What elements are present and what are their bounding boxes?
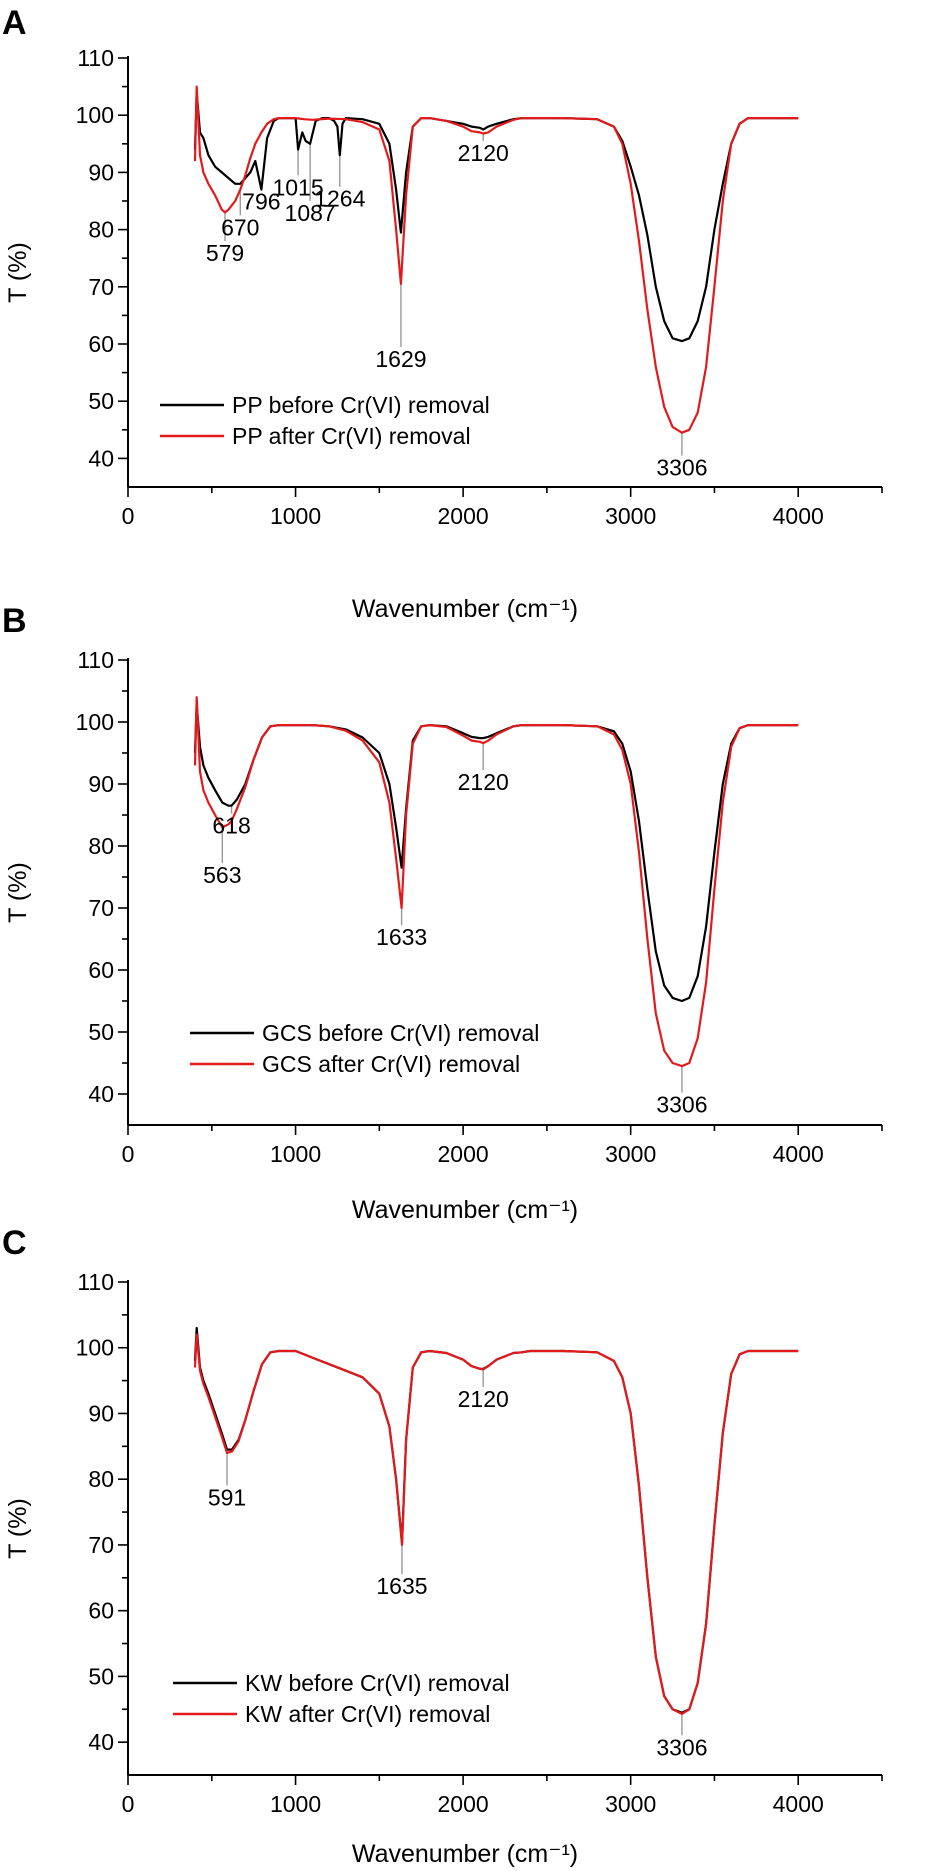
y-tick-label: 40 (88, 445, 114, 471)
x-tick-label: 0 (122, 1791, 135, 1817)
legend-label: GCS before Cr(VI) removal (262, 1020, 539, 1046)
y-tick-label: 40 (88, 1729, 114, 1755)
x-axis-title: Wavenumber (cm⁻¹) (352, 1840, 578, 1868)
y-tick-label: 100 (76, 1335, 114, 1361)
x-tick-label: 2000 (438, 1141, 489, 1167)
x-tick-label: 1000 (270, 1141, 321, 1167)
y-tick-label: 80 (88, 833, 114, 859)
y-tick-label: 70 (88, 895, 114, 921)
y-axis-title: T (%) (4, 242, 32, 303)
x-tick-label: 0 (122, 503, 135, 529)
y-tick-label: 60 (88, 1598, 114, 1624)
y-tick-label: 90 (88, 159, 114, 185)
peak-label: 2120 (458, 1386, 509, 1412)
peak-label: 3306 (656, 1092, 707, 1118)
legend-label: KW after Cr(VI) removal (245, 1701, 490, 1727)
peak-label: 563 (203, 862, 241, 888)
peak-label: 591 (208, 1484, 246, 1510)
y-tick-label: 80 (88, 217, 114, 243)
legend: GCS before Cr(VI) removal GCS after Cr(VI… (190, 1020, 539, 1077)
peak-label: 1015 (272, 174, 323, 200)
y-tick-label: 50 (88, 388, 114, 414)
peak-label: 796 (242, 189, 280, 215)
x-tick-label: 2000 (438, 1791, 489, 1817)
y-tick-label: 110 (77, 1269, 114, 1295)
y-tick-label: 60 (88, 331, 114, 357)
peak-label: 1264 (314, 186, 365, 212)
panel-c: C 40 50 60 70 80 90 100 110 0 1000 2000 3000 4000 Wave… (2, 1224, 883, 1868)
y-tick-label: 50 (88, 1019, 114, 1045)
y-axis-title: T (%) (4, 862, 32, 923)
legend: PP before Cr(VI) removal PP after Cr(VI) … (160, 392, 490, 449)
peak-label: 618 (212, 813, 250, 839)
y-tick-label: 40 (88, 1081, 114, 1107)
y-tick-label: 70 (88, 1532, 114, 1558)
series-line-after (193, 1333, 799, 1716)
legend-label: PP before Cr(VI) removal (232, 392, 490, 418)
peak-label: 3306 (656, 455, 707, 481)
panel-b: B 40 50 60 70 80 90 100 110 0 1000 2000 3000 4000 Wave… (2, 602, 883, 1224)
y-axis-title: T (%) (4, 1498, 32, 1559)
x-tick-label: 4000 (773, 1141, 824, 1167)
series-line-before (193, 91, 799, 343)
panel-a: A 40 50 60 70 80 90 100 110 0 1000 2000 3000 4000 Wave… (2, 4, 883, 623)
y-tick-label: 90 (88, 771, 114, 797)
legend-label: PP after Cr(VI) removal (232, 423, 471, 449)
peak-label: 670 (221, 214, 259, 240)
y-tick-label: 110 (77, 45, 114, 71)
peak-label: 1635 (376, 1573, 427, 1599)
y-tick-label: 100 (76, 102, 114, 128)
y-tick-label: 80 (88, 1466, 114, 1492)
x-tick-label: 3000 (605, 1791, 656, 1817)
x-tick-label: 3000 (605, 503, 656, 529)
x-axis-title: Wavenumber (cm⁻¹) (352, 1196, 578, 1224)
peak-label: 1087 (285, 200, 336, 226)
y-tick-label: 110 (77, 647, 114, 673)
x-tick-label: 2000 (438, 503, 489, 529)
peak-label: 3306 (656, 1734, 707, 1760)
x-axis-title: Wavenumber (cm⁻¹) (352, 595, 578, 623)
x-tick-label: 1000 (270, 1791, 321, 1817)
panel-label: A (2, 4, 27, 42)
legend-label: KW before Cr(VI) removal (245, 1670, 510, 1696)
x-tick-label: 3000 (605, 1141, 656, 1167)
y-tick-label: 70 (88, 274, 114, 300)
y-tick-label: 90 (88, 1400, 114, 1426)
y-tick-label: 100 (76, 709, 114, 735)
x-tick-label: 4000 (773, 503, 824, 529)
peak-label: 1633 (376, 924, 427, 950)
peak-label: 2120 (458, 769, 509, 795)
y-tick-label: 50 (88, 1663, 114, 1689)
legend-label: GCS after Cr(VI) removal (262, 1051, 520, 1077)
x-tick-label: 1000 (270, 503, 321, 529)
series-line-after (193, 85, 799, 434)
legend: KW before Cr(VI) removal KW after Cr(VI) … (173, 1670, 510, 1727)
x-tick-label: 4000 (773, 1791, 824, 1817)
y-tick-label: 60 (88, 957, 114, 983)
peak-label: 1629 (375, 346, 426, 372)
series-line-after (193, 696, 799, 1068)
peak-label: 2120 (458, 140, 509, 166)
panel-label: C (2, 1224, 27, 1262)
peak-label: 579 (206, 240, 244, 266)
panel-label: B (2, 602, 27, 640)
x-tick-label: 0 (122, 1141, 135, 1167)
